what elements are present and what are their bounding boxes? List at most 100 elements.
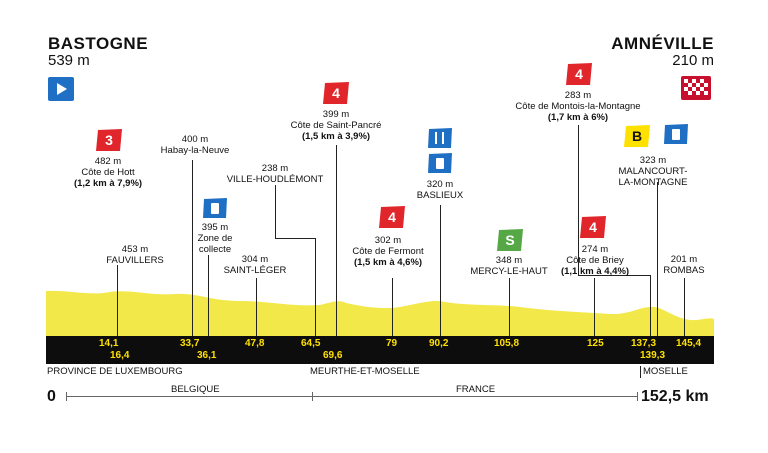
km-marker: 145,4 xyxy=(676,338,702,349)
climb-badge-icon: 3 xyxy=(96,129,122,151)
point-cote-de-hott: 482 m Côte de Hott (1,2 km à 7,9%) xyxy=(58,156,158,189)
point-cote-de-fermont: 302 m Côte de Fermont (1,5 km à 4,6%) xyxy=(338,235,438,268)
point-name: Côte de Hott xyxy=(81,167,135,178)
km-marker: 139,3 xyxy=(640,350,666,361)
point-name: BASLIEUX xyxy=(416,190,464,201)
country-label: BELGIQUE xyxy=(168,384,223,395)
point-saint-leger: 304 m SAINT-LÉGER xyxy=(215,254,295,276)
guide-line xyxy=(578,275,650,276)
point-cote-de-saint-pancre: 399 m Côte de Saint-Pancré (1,5 km à 3,9… xyxy=(277,109,395,142)
point-altitude: 238 m xyxy=(261,163,289,174)
guide-line xyxy=(684,278,685,336)
point-altitude: 395 m xyxy=(201,222,229,233)
badge-label: 3 xyxy=(105,132,113,148)
point-malancourt: 323 m MALANCOURT-LA-MONTAGNE xyxy=(618,155,688,188)
point-altitude: 400 m xyxy=(181,134,209,145)
country-axis xyxy=(66,396,638,397)
guide-line xyxy=(440,205,441,336)
guide-line xyxy=(578,125,579,275)
point-altitude: 304 m xyxy=(241,254,269,265)
start-city: BASTOGNE xyxy=(48,34,149,53)
guide-line xyxy=(594,278,595,336)
climb-badge-icon: 4 xyxy=(379,206,405,228)
guide-line xyxy=(509,278,510,336)
point-name: Côte de Saint-Pancré xyxy=(290,120,382,131)
point-rombas: 201 m ROMBAS xyxy=(658,254,710,276)
point-baslieux: 320 m BASLIEUX xyxy=(410,179,470,201)
point-altitude: 348 m xyxy=(495,255,523,266)
km-marker: 105,8 xyxy=(494,338,520,349)
badge-label: 4 xyxy=(575,66,583,82)
point-name: Côte de Fermont xyxy=(352,246,424,257)
km-marker: 33,7 xyxy=(180,338,200,349)
axis-tick xyxy=(66,392,67,401)
point-detail: (1,5 km à 3,9%) xyxy=(301,131,371,142)
axis-tick xyxy=(312,392,313,401)
badge-label: S xyxy=(505,232,514,248)
start-flag-icon xyxy=(48,77,74,101)
km-marker: 79 xyxy=(386,338,398,349)
point-name: Habay-la-Neuve xyxy=(160,145,230,156)
point-altitude: 201 m xyxy=(670,254,698,265)
point-altitude: 320 m xyxy=(426,179,454,190)
distance-bar xyxy=(46,336,714,364)
km-marker: 69,6 xyxy=(323,350,343,361)
feed-zone-icon xyxy=(428,153,452,173)
climb-badge-icon: 4 xyxy=(580,216,606,238)
point-name: Côte de Montois-la-Montagne xyxy=(515,101,641,112)
point-mercy-le-haut: 348 m MERCY-LE-HAUT xyxy=(464,255,554,277)
guide-line xyxy=(208,255,209,336)
point-detail: (1,1 km à 4,4%) xyxy=(560,266,630,277)
guide-line xyxy=(650,275,651,336)
guide-line xyxy=(392,278,393,336)
badge-label: 4 xyxy=(589,219,597,235)
km-marker: 64,5 xyxy=(301,338,321,349)
km-marker: 125 xyxy=(587,338,604,349)
point-zone-de-collecte: 395 m Zone de collecte xyxy=(190,222,240,255)
km-marker: 47,8 xyxy=(245,338,265,349)
feed-zone-icon xyxy=(203,198,227,218)
guide-line xyxy=(336,145,337,336)
region-label: MEURTHE-ET-MOSELLE xyxy=(310,366,420,377)
km-marker: 90,2 xyxy=(429,338,449,349)
km-marker: 14,1 xyxy=(99,338,119,349)
region-label: PROVINCE DE LUXEMBOURG xyxy=(47,366,183,377)
region-divider xyxy=(640,366,641,378)
point-detail: (1,7 km à 6%) xyxy=(547,112,609,123)
sprint-badge-icon: S xyxy=(497,229,523,251)
point-name: FAUVILLERS xyxy=(106,255,164,266)
region-label: MOSELLE xyxy=(643,366,688,377)
guide-line xyxy=(275,185,276,238)
finish-altitude: 210 m xyxy=(672,52,714,69)
bonus-badge-icon: B xyxy=(624,125,650,147)
point-altitude: 482 m xyxy=(94,156,122,167)
point-altitude: 274 m xyxy=(581,244,609,255)
guide-line xyxy=(192,160,193,336)
point-cote-de-briey: 274 m Côte de Briey (1,1 km à 4,4%) xyxy=(550,244,640,277)
point-name: SAINT-LÉGER xyxy=(223,265,287,276)
point-altitude: 323 m xyxy=(639,155,667,166)
start-altitude: 539 m xyxy=(48,52,90,69)
point-altitude: 399 m xyxy=(322,109,350,120)
point-fauvillers: 453 m FAUVILLERS xyxy=(100,244,170,266)
axis-tick xyxy=(637,392,638,401)
point-name: Côte de Briey xyxy=(566,255,624,266)
point-detail: (1,5 km à 4,6%) xyxy=(353,257,423,268)
guide-line xyxy=(256,278,257,336)
guide-line xyxy=(315,238,316,336)
country-label: FRANCE xyxy=(453,384,499,395)
badge-label: 4 xyxy=(332,85,340,101)
restaurant-icon xyxy=(428,128,452,148)
point-name: Zone de collecte xyxy=(197,233,233,255)
point-habay-la-neuve: 400 m Habay-la-Neuve xyxy=(150,134,240,156)
badge-label: B xyxy=(632,128,642,144)
point-ville-houdlemont: 238 m VILLE-HOUDLÉMONT xyxy=(220,163,330,185)
finish-flag-icon xyxy=(681,76,711,100)
point-name: VILLE-HOUDLÉMONT xyxy=(226,174,324,185)
finish-city: AMNÉVILLE xyxy=(611,34,714,53)
guide-line xyxy=(657,182,658,336)
guide-line xyxy=(117,265,118,336)
total-distance: 152,5 km xyxy=(641,388,709,405)
guide-line xyxy=(275,238,315,239)
